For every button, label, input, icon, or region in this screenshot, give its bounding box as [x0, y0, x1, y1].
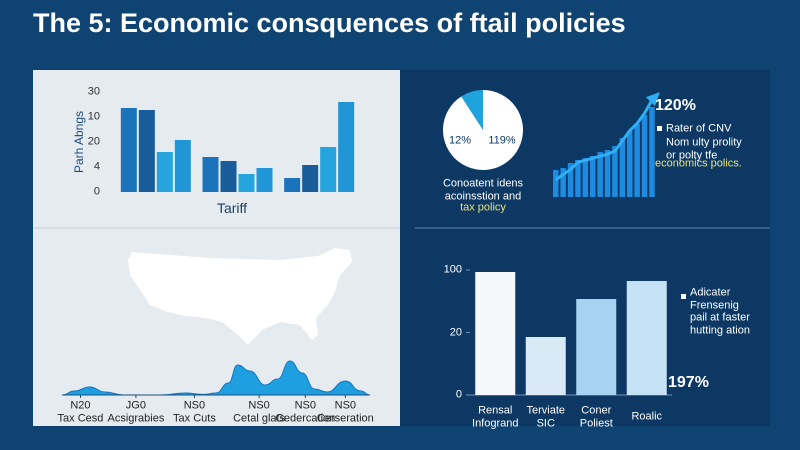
x-tick-label: NS0 Cetal glats: [233, 399, 286, 424]
legend-highlight: economics polics.: [655, 157, 742, 170]
caption-highlight: tax policy: [460, 201, 506, 214]
bar: [156, 152, 173, 192]
bar: [567, 163, 574, 197]
bar: [138, 110, 155, 192]
bar: [220, 161, 237, 192]
y-tick-label: 20: [87, 135, 100, 148]
x-tick-label: Terviate SIC: [526, 404, 566, 429]
y-tick-label: 100: [443, 263, 462, 276]
bar: [597, 152, 603, 197]
bar: [238, 174, 255, 192]
bar: [582, 158, 589, 197]
bar: [626, 281, 667, 395]
x-tick-label: NS0 Tax Cuts: [173, 399, 216, 424]
caption: Conoatent idens acoinsstion and: [442, 177, 524, 202]
data-label: 12%: [448, 134, 472, 147]
annotation: 197%: [668, 373, 709, 391]
x-tick-label: N20 Tax Cesd: [57, 399, 104, 424]
legend-swatch: [657, 126, 662, 131]
bar: [338, 102, 355, 192]
trend-line: [554, 99, 654, 182]
y-tick-label: 10: [87, 110, 100, 123]
bar: [575, 159, 581, 197]
x-tick-label: NS0 Gedercation: [275, 399, 336, 424]
bar: [560, 168, 566, 197]
bar: [475, 272, 516, 395]
x-tick-label: NS0 Cerseration: [316, 399, 374, 424]
bar: [256, 168, 273, 192]
bar: [649, 107, 655, 197]
x-axis-label: Tariff: [216, 199, 248, 216]
legend-label: Rater of CNV: [666, 122, 732, 135]
y-tick-label: 0: [455, 388, 462, 401]
y-tick-label: 30: [87, 85, 100, 98]
bar: [174, 140, 191, 192]
bar: [590, 155, 596, 197]
bar: [553, 169, 559, 197]
bar: [627, 131, 633, 197]
pie-slice: [461, 90, 483, 130]
bar: [284, 178, 301, 192]
page-title: The 5: Economic consquences of ftail pol…: [33, 8, 626, 38]
x-tick-label: Coner Poliest: [579, 404, 613, 429]
data-label: 119%: [488, 134, 516, 147]
bar: [202, 157, 219, 192]
bar: [641, 114, 648, 197]
arrow-head: [645, 92, 660, 107]
y-tick-label: 0: [93, 185, 100, 198]
x-tick-label: Rensal Infogrand: [472, 404, 519, 429]
bar: [120, 108, 137, 192]
bar: [320, 147, 337, 192]
bar: [604, 149, 611, 197]
legend-text: Adicater Frensenig pail at faster huttin…: [690, 286, 750, 337]
legend-swatch: [681, 294, 686, 299]
bar: [619, 138, 626, 197]
legend-text: Nom ulty prolity or polty tfe: [666, 136, 742, 161]
pie-slice: [443, 90, 523, 171]
bar: [634, 123, 640, 197]
bar: [576, 299, 617, 395]
bar: [302, 165, 319, 192]
bar: [525, 337, 566, 395]
area: [61, 360, 371, 396]
y-tick-label: 20: [449, 326, 462, 339]
annotation: 120%: [655, 96, 696, 114]
x-tick-label: Roalic: [631, 410, 663, 423]
y-tick-label: 4: [93, 160, 100, 173]
bar: [612, 146, 618, 197]
y-axis-label: Parh Abngs: [72, 110, 87, 174]
x-tick-label: JG0 Acsigrabies: [107, 399, 165, 424]
us-map: [128, 248, 352, 345]
